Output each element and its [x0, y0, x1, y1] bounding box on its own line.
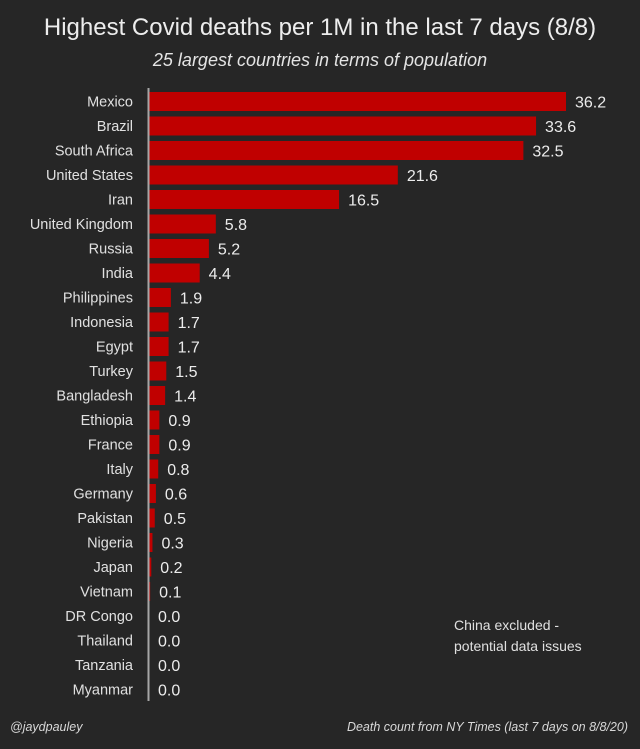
value-label: 4.4: [209, 266, 231, 283]
category-label: Tanzania: [75, 658, 134, 674]
source-note: Death count from NY Times (last 7 days o…: [346, 720, 628, 734]
value-label: 21.6: [407, 168, 438, 185]
value-label: 0.0: [158, 609, 180, 626]
bar: [149, 337, 169, 356]
value-label: 33.6: [545, 119, 576, 136]
bar: [149, 582, 151, 601]
bar: [149, 557, 152, 577]
category-label: DR Congo: [65, 609, 133, 625]
value-label: 36.2: [575, 95, 606, 112]
category-label: India: [102, 266, 134, 282]
bar: [149, 116, 537, 136]
bars-group: Mexico 36.2 Brazil 33.6 South Africa 32.5 Unit…: [30, 92, 606, 700]
category-label: Myanmar: [73, 683, 134, 699]
category-label: United Kingdom: [30, 217, 133, 233]
category-label: Japan: [93, 560, 133, 576]
annotation-note: China excluded - potential data issues: [454, 615, 582, 657]
bar: [149, 288, 171, 307]
author-credit: @jaydpauley: [10, 720, 83, 734]
value-label: 1.7: [178, 340, 200, 357]
category-label: Philippines: [63, 291, 133, 307]
category-label: France: [88, 438, 133, 454]
category-label: Iran: [108, 193, 133, 209]
category-label: Egypt: [96, 340, 133, 356]
category-label: Russia: [89, 242, 134, 258]
category-label: Brazil: [97, 119, 133, 135]
value-label: 5.2: [218, 242, 240, 259]
value-label: 1.7: [178, 315, 200, 332]
value-label: 0.9: [168, 438, 190, 455]
value-label: 1.5: [175, 364, 197, 381]
annotation-line-2: potential data issues: [454, 638, 582, 654]
value-label: 0.5: [164, 511, 186, 528]
value-label: 1.9: [180, 291, 202, 308]
value-label: 0.0: [158, 683, 180, 700]
category-label: Mexico: [87, 95, 133, 111]
bar: [149, 239, 209, 258]
category-label: Vietnam: [80, 585, 133, 601]
value-label: 1.4: [174, 389, 196, 406]
value-label: 5.8: [225, 217, 247, 234]
annotation-line-1: China excluded -: [454, 617, 560, 633]
category-label: United States: [46, 168, 133, 184]
value-label: 16.5: [348, 193, 379, 210]
bar: [149, 459, 159, 479]
value-label: 0.3: [161, 536, 183, 553]
value-label: 0.8: [167, 462, 189, 479]
chart-subtitle: 25 largest countries in terms of populat…: [152, 50, 488, 70]
value-label: 0.9: [168, 413, 190, 430]
bar: [149, 165, 398, 185]
category-label: Germany: [73, 487, 133, 503]
bar: [149, 533, 153, 552]
bar: [149, 508, 155, 528]
category-label: Indonesia: [70, 315, 134, 331]
category-label: Nigeria: [87, 536, 134, 552]
bar: [149, 410, 160, 430]
value-label: 32.5: [532, 144, 563, 161]
bar: [149, 190, 340, 209]
category-label: Thailand: [77, 634, 133, 650]
category-label: Pakistan: [77, 511, 133, 527]
bar: [149, 214, 216, 234]
value-label: 0.0: [158, 658, 180, 675]
value-label: 0.2: [160, 560, 182, 577]
bar: [149, 312, 169, 332]
category-label: Turkey: [89, 364, 134, 380]
value-label: 0.0: [158, 634, 180, 651]
category-label: Ethiopia: [81, 413, 134, 429]
chart-title: Highest Covid deaths per 1M in the last …: [43, 14, 597, 41]
category-label: South Africa: [55, 144, 134, 160]
bar: [149, 484, 156, 503]
value-label: 0.6: [165, 487, 187, 504]
value-label: 0.1: [159, 585, 181, 602]
bar: [149, 386, 166, 405]
bar: [149, 361, 167, 381]
bar: [149, 435, 160, 454]
category-label: Bangladesh: [56, 389, 133, 405]
category-label: Italy: [106, 462, 133, 478]
bar: [149, 92, 566, 111]
bar: [149, 141, 524, 160]
bar: [149, 263, 200, 283]
